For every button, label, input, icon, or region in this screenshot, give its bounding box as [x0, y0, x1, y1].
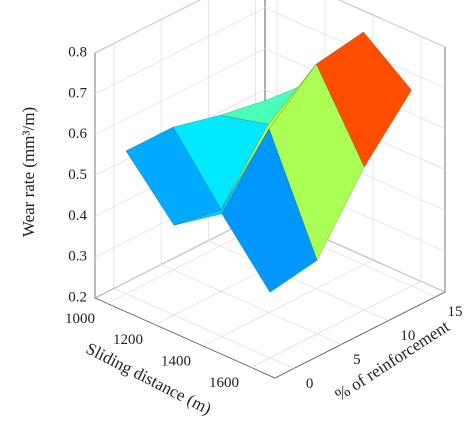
z-tick-label: 0.2: [68, 289, 87, 305]
y-axis-label: % of reinforcement: [332, 317, 453, 405]
y-tick-label: 15: [448, 304, 463, 320]
z-tick-label: 0.5: [68, 167, 87, 183]
surface-patch: [221, 128, 318, 293]
y-tick-label: 5: [353, 352, 361, 368]
grid-line: [94, 0, 446, 54]
z-tick-label: 0.6: [68, 126, 87, 142]
z-tick-label: 0.4: [68, 208, 87, 224]
z-tick-label: 0.7: [68, 85, 87, 101]
y-tick-label: 10: [400, 328, 415, 344]
z-tick-label: 0.8: [68, 44, 87, 60]
x-tick-label: 1200: [113, 332, 143, 348]
grid-line: [208, 240, 389, 321]
grid-line: [160, 264, 342, 345]
z-axis-label: Wear rate (mm³/m): [19, 107, 38, 237]
z-tick-label: 0.3: [68, 249, 87, 265]
x-tick-label: 1000: [65, 311, 95, 327]
x-tick-label: 1400: [161, 353, 191, 369]
y-tick-label: 0: [306, 376, 314, 392]
grid-line: [250, 281, 422, 368]
grid-line: [113, 288, 295, 369]
x-tick-label: 1600: [209, 375, 239, 391]
x-axis-label: Sliding distance (m): [83, 339, 214, 419]
grid-line: [202, 259, 374, 347]
